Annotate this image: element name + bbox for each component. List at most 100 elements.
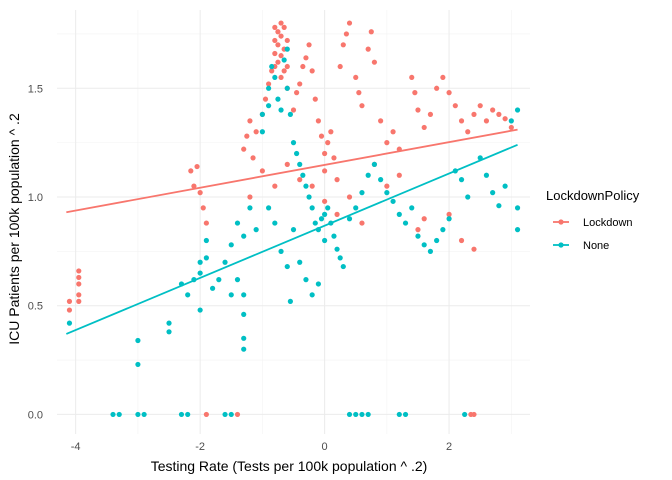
data-point-lockdown xyxy=(421,124,427,131)
data-point-none xyxy=(346,216,353,222)
data-point-none xyxy=(284,46,290,52)
data-point-none xyxy=(216,277,222,283)
data-point-lockdown xyxy=(322,168,328,174)
data-point-none xyxy=(287,298,293,304)
data-point-none xyxy=(222,411,228,418)
data-point-none xyxy=(465,194,471,200)
data-point-lockdown xyxy=(434,85,440,91)
data-point-none xyxy=(234,277,241,283)
data-point-lockdown xyxy=(284,161,290,167)
data-point-lockdown xyxy=(284,37,290,44)
data-point-lockdown xyxy=(346,194,353,200)
data-point-lockdown xyxy=(465,129,471,135)
data-points xyxy=(66,20,521,418)
data-point-lockdown xyxy=(356,90,362,96)
data-point-none xyxy=(266,205,272,211)
data-point-none xyxy=(253,227,259,233)
data-point-lockdown xyxy=(312,96,318,102)
y-axis-ticks: 0.0 0.5 1.0 1.5 xyxy=(28,83,43,421)
data-point-none xyxy=(440,227,446,233)
data-point-lockdown xyxy=(272,183,278,189)
data-point-none xyxy=(259,111,265,117)
data-point-none xyxy=(446,216,452,222)
legend-items: Lockdown None xyxy=(553,217,633,252)
data-point-lockdown xyxy=(275,29,281,35)
data-point-lockdown xyxy=(76,298,82,304)
data-point-none xyxy=(166,329,172,335)
y-tick-label: 1.0 xyxy=(28,192,43,204)
data-point-lockdown xyxy=(294,90,300,96)
data-point-lockdown xyxy=(66,298,73,304)
data-point-none xyxy=(365,411,371,418)
legend: LockdownPolicy Lockdown None xyxy=(546,188,640,252)
data-point-lockdown xyxy=(446,211,452,217)
data-point-none xyxy=(185,292,191,298)
y-tick-label: 0.5 xyxy=(28,301,43,313)
data-point-none xyxy=(290,140,297,146)
data-point-lockdown xyxy=(303,55,309,61)
data-point-lockdown xyxy=(275,59,281,65)
data-point-none xyxy=(297,161,303,167)
data-point-none xyxy=(402,411,409,418)
data-point-none xyxy=(135,337,141,344)
data-point-lockdown xyxy=(278,53,284,59)
data-point-none xyxy=(135,361,141,368)
data-point-lockdown xyxy=(272,24,278,30)
data-point-none xyxy=(309,205,315,211)
data-point-lockdown xyxy=(415,107,421,113)
data-point-lockdown xyxy=(471,246,477,252)
data-point-lockdown xyxy=(340,42,346,48)
data-point-none xyxy=(508,118,514,124)
data-point-lockdown xyxy=(337,63,343,70)
legend-key-point xyxy=(558,219,564,225)
data-point-lockdown xyxy=(318,133,325,139)
data-point-none xyxy=(209,285,216,291)
data-point-lockdown xyxy=(502,116,508,122)
legend-key-point xyxy=(558,242,564,248)
data-point-lockdown xyxy=(508,124,514,131)
data-point-none xyxy=(241,233,247,239)
data-point-lockdown xyxy=(250,155,256,161)
data-point-none xyxy=(303,277,309,283)
data-point-none xyxy=(266,103,272,109)
data-point-none xyxy=(402,220,409,226)
data-point-none xyxy=(241,335,247,341)
data-point-none xyxy=(434,237,440,244)
trend-line-none xyxy=(65,143,518,335)
data-point-none xyxy=(502,183,508,189)
x-tick-label: 2 xyxy=(446,441,452,453)
legend-label: None xyxy=(583,240,609,252)
data-point-none xyxy=(300,172,306,178)
data-point-none xyxy=(359,190,365,196)
data-point-none xyxy=(228,242,234,248)
data-point-lockdown xyxy=(259,168,265,174)
data-point-lockdown xyxy=(427,111,434,117)
data-point-lockdown xyxy=(421,216,427,222)
data-point-lockdown xyxy=(297,81,303,87)
data-point-none xyxy=(353,205,359,211)
data-point-none xyxy=(241,346,247,352)
data-point-lockdown xyxy=(458,237,465,244)
data-point-none xyxy=(234,220,241,226)
data-point-lockdown xyxy=(334,211,340,217)
data-point-none xyxy=(322,237,328,244)
data-point-none xyxy=(514,107,521,113)
x-tick-label: -4 xyxy=(71,441,81,453)
data-point-none xyxy=(116,411,122,418)
x-axis-title: Testing Rate (Tests per 100k population … xyxy=(151,458,428,474)
data-point-none xyxy=(272,220,278,226)
data-point-none xyxy=(178,411,185,418)
data-point-lockdown xyxy=(378,118,384,124)
data-point-none xyxy=(462,411,468,418)
y-axis-title: ICU Patients per 100k population ^ .2 xyxy=(6,113,22,345)
data-point-lockdown xyxy=(368,29,374,35)
data-point-none xyxy=(390,198,396,204)
data-point-none xyxy=(241,311,247,318)
data-point-none xyxy=(318,216,325,222)
x-axis-ticks: -4 -2 0 2 xyxy=(71,441,452,453)
data-point-none xyxy=(514,227,521,233)
data-point-lockdown xyxy=(322,150,328,157)
data-point-lockdown xyxy=(331,155,337,161)
data-point-lockdown xyxy=(306,42,312,48)
